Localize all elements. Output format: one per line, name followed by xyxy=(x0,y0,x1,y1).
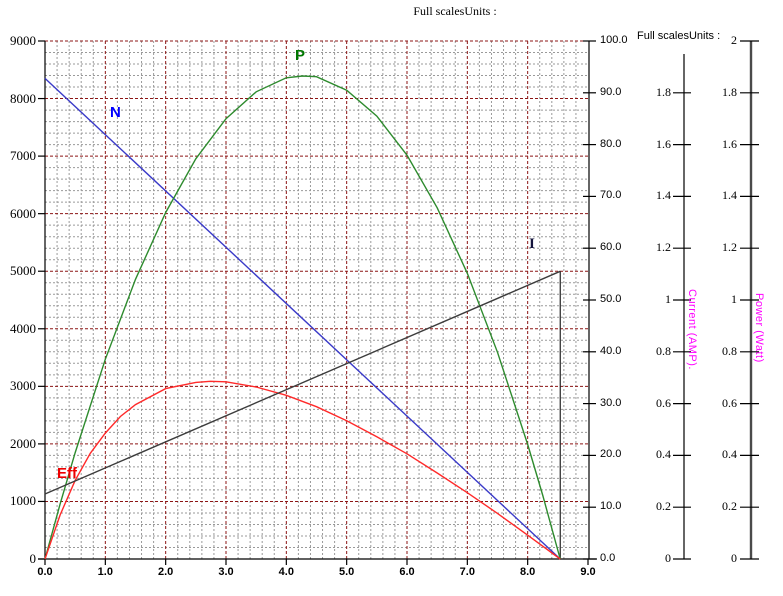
chart-title: Full scalesUnits : xyxy=(413,4,497,18)
speed-tick-label: 6000 xyxy=(10,205,36,221)
percent-tick-label: 70.0 xyxy=(600,189,622,202)
power-tick-label: 2 xyxy=(731,33,737,47)
speed-tick-label: 9000 xyxy=(10,33,36,48)
power-tick-label: 0.8 xyxy=(722,343,737,358)
percent-tick-label: 100.0 xyxy=(600,34,628,46)
percent-tick-label: 30.0 xyxy=(600,396,622,409)
curve-label-efficiency: Eff xyxy=(57,465,77,482)
percent-tick-label: 60.0 xyxy=(600,241,622,254)
current-tick-label: 0.8 xyxy=(656,343,671,358)
speed-tick-label: 3000 xyxy=(10,378,36,394)
curve-label-speed: N xyxy=(110,104,121,121)
power-tick-label: 1.4 xyxy=(722,188,737,203)
x-tick-label: 9.0 xyxy=(580,566,596,578)
current-tick-label: 1.8 xyxy=(656,84,671,99)
power-tick-label: 0.2 xyxy=(722,499,737,514)
current-tick-label: 1.6 xyxy=(656,136,671,151)
curve-n xyxy=(44,77,561,560)
curve-label-power: P xyxy=(295,47,306,64)
speed-tick-label: 2000 xyxy=(10,435,36,451)
percent-tick-label: 0.0 xyxy=(600,552,616,564)
full-scales-units-label: Full scalesUnits : xyxy=(637,30,721,42)
power-axis-title: Power (Watt) xyxy=(753,293,765,363)
power-tick-label: 1.6 xyxy=(722,136,737,151)
current-tick-label: 0.6 xyxy=(656,395,671,410)
speed-tick-label: 4000 xyxy=(10,320,36,336)
x-tick-label: 8.0 xyxy=(520,566,536,578)
power-tick-label: 1.2 xyxy=(722,240,737,255)
x-tick-label: 2.0 xyxy=(158,566,174,578)
percent-tick-label: 20.0 xyxy=(600,448,622,461)
speed-tick-label: 8000 xyxy=(10,90,36,106)
current-axis-title: Current (AMP). xyxy=(686,289,698,370)
percent-tick-label: 40.0 xyxy=(600,344,622,357)
speed-tick-label: 1000 xyxy=(10,493,36,509)
x-tick-label: 0.0 xyxy=(37,566,53,578)
speed-tick-label: 7000 xyxy=(10,148,36,164)
current-tick-label: 0.4 xyxy=(656,447,671,462)
current-tick-label: 0 xyxy=(665,551,671,565)
power-tick-label: 0 xyxy=(731,551,737,565)
percent-tick-label: 50.0 xyxy=(600,293,622,305)
speed-tick-label: 0 xyxy=(29,551,37,566)
x-tick-label: 3.0 xyxy=(218,566,234,578)
curve-i xyxy=(44,270,561,495)
x-tick-label: 4.0 xyxy=(278,566,294,578)
power-tick-label: 0.6 xyxy=(722,395,737,410)
power-tick-label: 1.8 xyxy=(722,84,737,99)
power-tick-label: 1 xyxy=(731,292,737,306)
x-tick-label: 5.0 xyxy=(339,566,355,578)
x-tick-label: 1.0 xyxy=(97,566,113,578)
percent-tick-label: 10.0 xyxy=(600,500,622,513)
x-tick-label: 6.0 xyxy=(399,566,415,578)
current-tick-label: 0.2 xyxy=(656,499,671,514)
current-tick-label: 1.2 xyxy=(656,240,671,255)
percent-tick-label: 80.0 xyxy=(600,137,622,150)
curve-label-current: I xyxy=(529,236,535,252)
curve-p xyxy=(44,75,561,560)
x-tick-label: 7.0 xyxy=(459,566,475,578)
percent-tick-label: 90.0 xyxy=(600,85,622,98)
current-tick-label: 1.4 xyxy=(656,188,671,203)
power-tick-label: 0.4 xyxy=(722,447,737,462)
current-tick-label: 1 xyxy=(665,292,671,306)
speed-tick-label: 5000 xyxy=(10,263,36,279)
curve-eff xyxy=(44,380,561,560)
